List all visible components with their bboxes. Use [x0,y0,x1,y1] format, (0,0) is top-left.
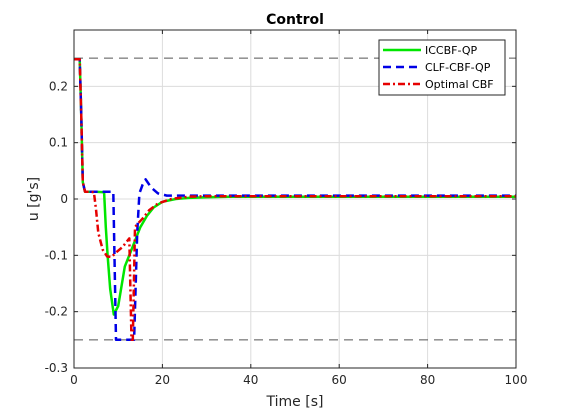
y-tick-label: 0.1 [49,136,68,150]
chart-title: Control [266,12,324,28]
grid [73,30,517,369]
x-tick-label: 100 [505,373,528,387]
legend-label: Optimal CBF [425,78,494,91]
y-axis-label: u [g's] [26,177,42,221]
y-tick-label: -0.3 [45,361,68,375]
series-line-optimal-cbf [74,58,516,342]
series-lines [74,58,516,342]
x-tick-label: 60 [332,373,347,387]
legend-label: CLF-CBF-QP [425,61,491,74]
axis-ticks: 0 20 40 60 80 100 -0.3 -0.2 -0.1 0 0.1 0.2 [45,30,528,387]
legend: ICCBF-QP CLF-CBF-QP Optimal CBF [378,39,506,96]
x-axis-label: Time [s] [266,394,324,410]
x-tick-label: 80 [420,373,435,387]
legend-label: ICCBF-QP [425,44,478,57]
x-tick-label: 20 [155,373,170,387]
y-tick-label: -0.2 [45,305,68,319]
x-tick-label: 40 [243,373,258,387]
y-tick-label: -0.1 [45,248,68,262]
y-tick-label: 0 [60,192,68,206]
y-tick-label: 0.2 [49,79,68,93]
x-tick-label: 0 [70,373,78,387]
